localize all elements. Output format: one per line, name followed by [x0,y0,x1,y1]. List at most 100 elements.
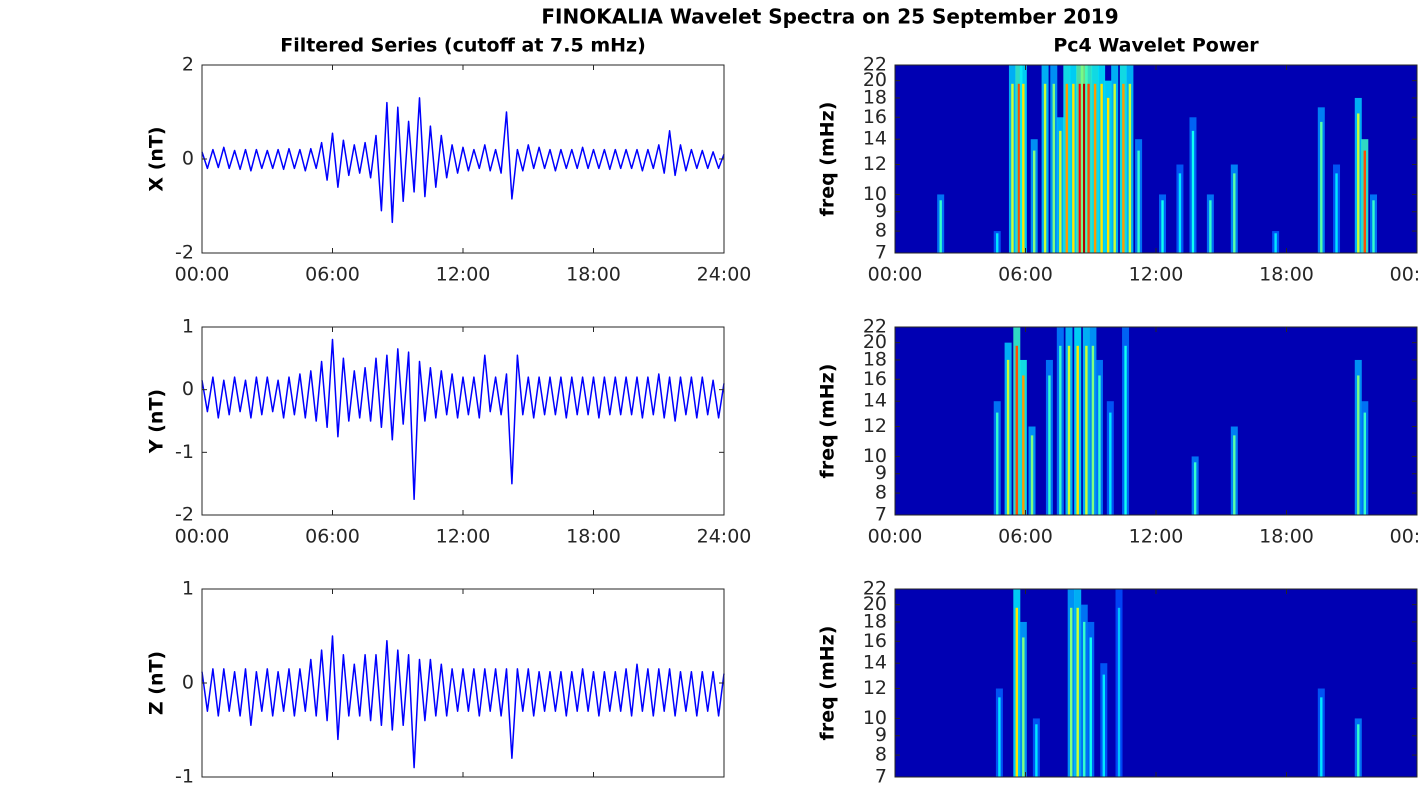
y-tick-label: 14 [863,390,887,412]
x-tick-label: 12:00 [1129,264,1184,286]
y-tick-label: 8 [875,220,887,242]
power-streak [1117,607,1121,777]
power-streak [1085,345,1088,515]
y-tick-label: 10 [863,707,887,729]
subplot-title: Pc4 Wavelet Power [1053,35,1259,57]
x-tick-label: 00:00 [1390,264,1418,286]
power-streak [1078,83,1082,253]
y-tick-label: 7 [875,766,887,788]
power-streak [1069,607,1073,777]
power-streak [998,697,1001,777]
y-tick-label: 18 [863,610,887,632]
spectrogram-background [895,65,1417,253]
y-tick-label: 20 [863,593,887,615]
x-tick-label: 24:00 [697,526,752,548]
power-streak [1233,173,1236,253]
y-tick-label: 22 [863,316,887,338]
power-streak [1048,375,1051,515]
spectrogram-background [895,327,1417,515]
power-streak [1209,200,1212,253]
x-tick-label: 00:00 [175,526,230,548]
axes-box [201,326,725,516]
power-streak [1067,345,1071,515]
power-streak [1363,150,1366,253]
spectrogram-area [895,327,1417,515]
power-streak [1033,150,1036,253]
y-tick-label: 18 [863,86,887,108]
y-tick-label: 0 [182,672,194,694]
spectrogram-area [895,65,1417,253]
y-tick-label: 16 [863,630,887,652]
power-streak [1052,83,1055,253]
y-tick-label: 16 [863,368,887,390]
power-streak [1109,412,1112,515]
power-streak [1076,607,1079,777]
power-streak [1124,345,1127,515]
power-streak [1100,83,1103,253]
y-axis-label: Y (nT) [146,389,168,454]
y-tick-label: 1 [182,578,194,600]
power-streak [996,412,999,515]
power-streak [1122,83,1125,253]
y-tick-label: 9 [875,462,887,484]
y-tick-label: 20 [863,69,887,91]
x-tick-label: 00:00 [868,526,923,548]
power-streak [1363,412,1366,515]
y-tick-label: 7 [875,242,887,264]
power-streak [1087,83,1090,253]
power-streak [939,200,942,253]
power-streak [1372,200,1375,253]
data-line [201,97,725,224]
y-axis-label: X (nT) [146,126,168,191]
x-tick-label: 18:00 [566,264,621,286]
figure-title: FINOKALIA Wavelet Spectra on 25 Septembe… [541,5,1118,29]
y-tick-label: 2 [182,54,194,76]
power-streak [1072,83,1075,253]
y-tick-label: 9 [875,724,887,746]
power-streak [1083,621,1086,777]
y-axis-label: freq (mHz) [817,364,839,479]
subplot-title: Filtered Series (cutoff at 7.5 mHz) [280,35,646,57]
x-tick-label: 00:00 [175,264,230,286]
x-tick-label: 12:00 [436,264,491,286]
power-streak [1113,83,1116,253]
power-streak [996,233,999,253]
y-tick-label: 9 [875,200,887,222]
spectrogram-area [895,589,1417,777]
x-tick-label: 12:00 [436,526,491,548]
x-tick-label: 18:00 [566,526,621,548]
spectrogram-background [895,589,1417,777]
x-tick-label: 24:00 [697,264,752,286]
y-tick-label: 12 [863,153,887,175]
power-streak [1011,83,1014,253]
power-streak [1102,674,1105,777]
y-tick-label: -2 [175,504,194,526]
y-axis-label: Z (nT) [146,651,168,715]
power-streak [1178,173,1182,253]
power-streak [1193,462,1197,515]
y-tick-label: 8 [875,744,887,766]
y-tick-label: 16 [863,106,887,128]
y-tick-label: 12 [863,677,887,699]
data-line [201,338,725,501]
power-streak [1059,345,1062,515]
y-tick-label: 7 [875,504,887,526]
power-streak [1274,233,1277,253]
x-tick-label: 12:00 [1129,526,1184,548]
power-streak [1015,607,1018,777]
power-streak [1030,435,1034,515]
power-streak [1059,130,1062,253]
x-tick-label: 00:00 [1390,526,1418,548]
power-streak [1022,637,1025,777]
y-tick-label: 0 [182,378,194,400]
y-tick-label: 0 [182,148,194,170]
power-streak [1233,435,1236,515]
y-tick-label: 20 [863,331,887,353]
y-tick-label: 14 [863,128,887,150]
power-streak [1335,173,1338,253]
power-streak [1006,359,1010,515]
power-streak [1022,375,1025,515]
power-streak [1128,83,1132,253]
power-streak [1106,97,1110,253]
